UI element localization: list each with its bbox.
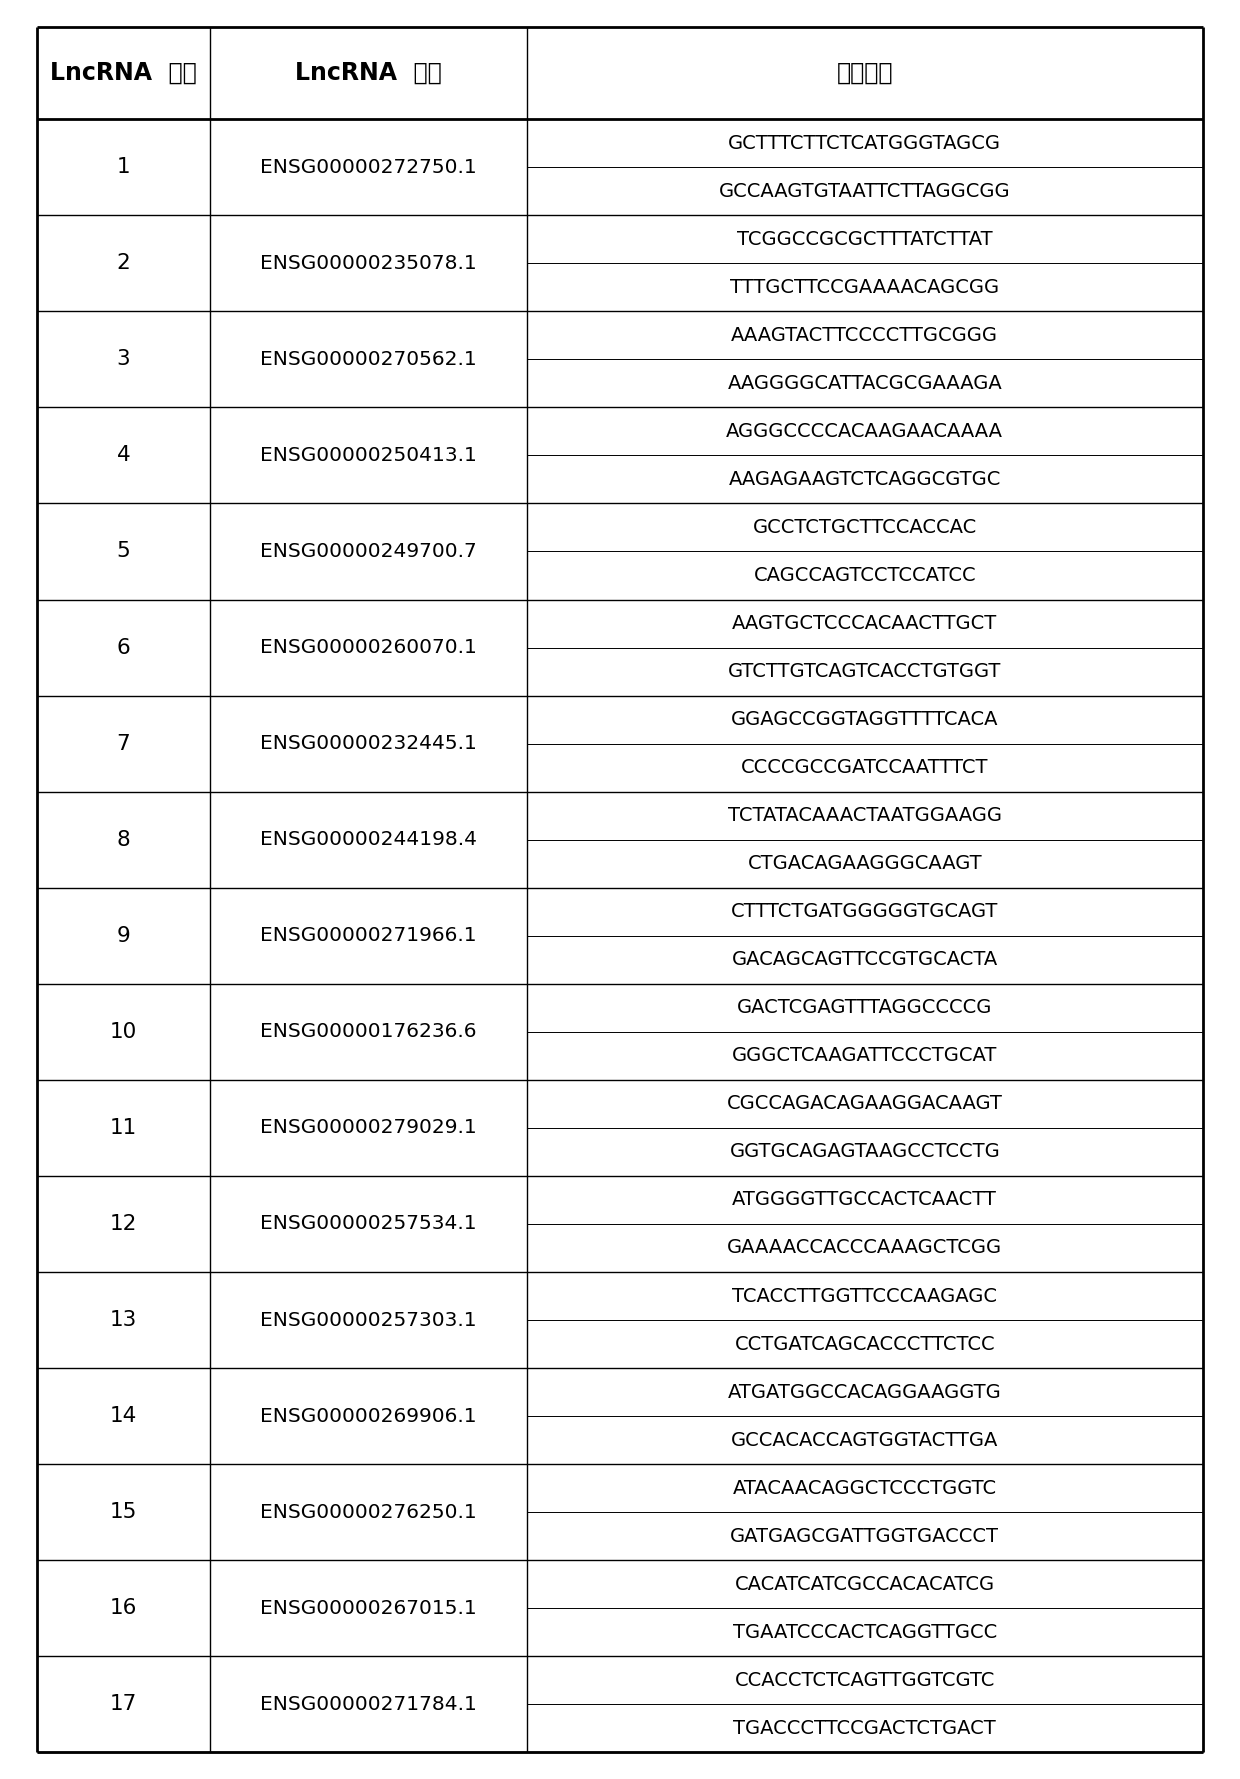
Text: GATGAGCGATTGGTGACCCT: GATGAGCGATTGGTGACCCT [730,1526,999,1546]
Text: GCCACACCAGTGGTACTTGA: GCCACACCAGTGGTACTTGA [732,1430,998,1450]
Text: CTTTCTGATGGGGGTGCAGT: CTTTCTGATGGGGGTGCAGT [732,902,998,922]
Text: 16: 16 [110,1598,138,1619]
Text: CAGCCAGTCCTCCATCC: CAGCCAGTCCTCCATCC [754,566,976,585]
Text: 1: 1 [117,157,130,178]
Text: ENSG00000279029.1: ENSG00000279029.1 [260,1119,476,1137]
Text: AAGGGGCATTACGCGAAAGA: AAGGGGCATTACGCGAAAGA [728,374,1002,393]
Text: AGGGCCCCACAAGAACAAAA: AGGGCCCCACAAGAACAAAA [727,422,1003,441]
Text: ENSG00000249700.7: ENSG00000249700.7 [260,543,476,560]
Text: AAGAGAAGTCTCAGGCGTGC: AAGAGAAGTCTCAGGCGTGC [729,470,1001,489]
Text: ENSG00000271966.1: ENSG00000271966.1 [260,927,476,945]
Text: ATGGGGTTGCCACTCAACTT: ATGGGGTTGCCACTCAACTT [733,1190,997,1210]
Text: TGAATCCCACTCAGGTTGCC: TGAATCCCACTCAGGTTGCC [733,1622,997,1642]
Text: 5: 5 [117,541,130,562]
Text: 17: 17 [110,1694,138,1715]
Text: TCTATACAAACTAATGGAAGG: TCTATACAAACTAATGGAAGG [728,806,1002,825]
Text: TGACCCTTCCGACTCTGACT: TGACCCTTCCGACTCTGACT [733,1719,996,1738]
Text: TTTGCTTCCGAAAACAGCGG: TTTGCTTCCGAAAACAGCGG [730,278,999,297]
Text: GACTCGAGTTTAGGCCCCG: GACTCGAGTTTAGGCCCCG [737,998,992,1018]
Text: ATACAACAGGCTCCCTGGTC: ATACAACAGGCTCCCTGGTC [733,1478,997,1498]
Text: 13: 13 [110,1309,138,1331]
Text: ATGATGGCCACAGGAAGGTG: ATGATGGCCACAGGAAGGTG [728,1382,1002,1402]
Text: GACAGCAGTTCCGTGCACTA: GACAGCAGTTCCGTGCACTA [732,950,998,970]
Text: CACATCATCGCCACACATCG: CACATCATCGCCACACATCG [735,1574,994,1594]
Text: 12: 12 [110,1213,138,1235]
Text: 8: 8 [117,829,130,850]
Text: 10: 10 [110,1021,138,1042]
Text: LncRNA  序号: LncRNA 序号 [50,60,197,85]
Text: GCCAAGTGTAATTCTTAGGCGG: GCCAAGTGTAATTCTTAGGCGG [719,181,1011,201]
Text: CCACCTCTCAGTTGGTCGTC: CCACCTCTCAGTTGGTCGTC [734,1670,994,1690]
Text: ENSG00000276250.1: ENSG00000276250.1 [260,1503,476,1521]
Text: CGCCAGACAGAAGGACAAGT: CGCCAGACAGAAGGACAAGT [727,1094,1003,1114]
Text: ENSG00000257534.1: ENSG00000257534.1 [260,1215,476,1233]
Text: 15: 15 [110,1501,138,1523]
Text: 9: 9 [117,925,130,946]
Text: AAGTGCTCCCACAACTTGCT: AAGTGCTCCCACAACTTGCT [732,614,997,633]
Text: ENSG00000272750.1: ENSG00000272750.1 [260,158,476,176]
Text: 3: 3 [117,349,130,370]
Text: ENSG00000232445.1: ENSG00000232445.1 [260,735,476,753]
Text: 4: 4 [117,445,130,466]
Text: CCCCGCCGATCCAATTTCT: CCCCGCCGATCCAATTTCT [742,758,988,777]
Text: ENSG00000235078.1: ENSG00000235078.1 [260,254,476,272]
Text: TCGGCCGCGCTTTATCTTAT: TCGGCCGCGCTTTATCTTAT [737,229,992,249]
Text: ENSG00000271784.1: ENSG00000271784.1 [260,1695,476,1713]
Text: ENSG00000260070.1: ENSG00000260070.1 [260,639,476,656]
Text: ENSG00000267015.1: ENSG00000267015.1 [260,1599,476,1617]
Text: ENSG00000244198.4: ENSG00000244198.4 [259,831,476,849]
Text: ENSG00000269906.1: ENSG00000269906.1 [260,1407,476,1425]
Text: GCTTTCTTCTCATGGGTAGCG: GCTTTCTTCTCATGGGTAGCG [728,133,1001,153]
Text: GGGCTCAAGATTCCCTGCAT: GGGCTCAAGATTCCCTGCAT [732,1046,997,1066]
Text: GTCTTGTCAGTCACCTGTGGT: GTCTTGTCAGTCACCTGTGGT [728,662,1002,681]
Text: 14: 14 [110,1405,138,1427]
Text: ENSG00000257303.1: ENSG00000257303.1 [260,1311,476,1329]
Text: 11: 11 [110,1117,138,1139]
Text: 引物序列: 引物序列 [837,60,893,85]
Text: ENSG00000250413.1: ENSG00000250413.1 [260,447,476,464]
Text: TCACCTTGGTTCCCAAGAGC: TCACCTTGGTTCCCAAGAGC [733,1286,997,1306]
Text: 6: 6 [117,637,130,658]
Text: GGTGCAGAGTAAGCCTCCTG: GGTGCAGAGTAAGCCTCCTG [729,1142,1001,1162]
Text: 2: 2 [117,253,130,274]
Text: GGAGCCGGTAGGTTTTCACA: GGAGCCGGTAGGTTTTCACA [732,710,998,729]
Text: ENSG00000176236.6: ENSG00000176236.6 [260,1023,476,1041]
Text: 7: 7 [117,733,130,754]
Text: GAAAACCACCCAAAGCTCGG: GAAAACCACCCAAAGCTCGG [727,1238,1002,1258]
Text: GCCTCTGCTTCCACCAC: GCCTCTGCTTCCACCAC [753,518,977,537]
Text: CTGACAGAAGGGCAAGT: CTGACAGAAGGGCAAGT [748,854,982,873]
Text: AAAGTACTTCCCCTTGCGGG: AAAGTACTTCCCCTTGCGGG [732,326,998,345]
Text: CCTGATCAGCACCCTTCTCC: CCTGATCAGCACCCTTCTCC [734,1334,994,1354]
Text: ENSG00000270562.1: ENSG00000270562.1 [260,350,476,368]
Text: LncRNA  名称: LncRNA 名称 [295,60,441,85]
